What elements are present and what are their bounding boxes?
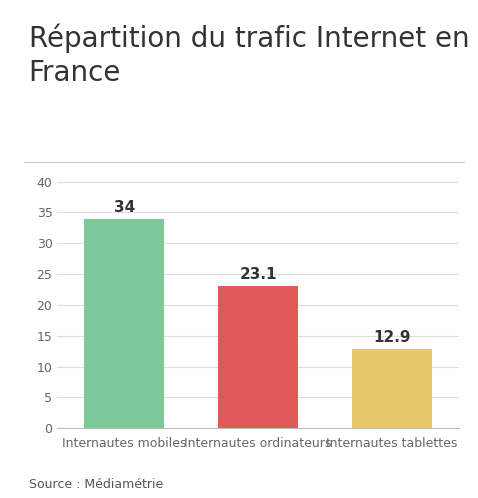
Bar: [218, 286, 298, 428]
Text: 12.9: 12.9: [373, 330, 411, 345]
Text: Source : Médiamétrie: Source : Médiamétrie: [29, 478, 163, 491]
Text: Répartition du trafic Internet en
France: Répartition du trafic Internet en France: [29, 24, 469, 87]
Bar: [84, 219, 164, 428]
Text: 34: 34: [114, 200, 135, 215]
Text: 23.1: 23.1: [239, 267, 277, 282]
Bar: [352, 349, 432, 428]
